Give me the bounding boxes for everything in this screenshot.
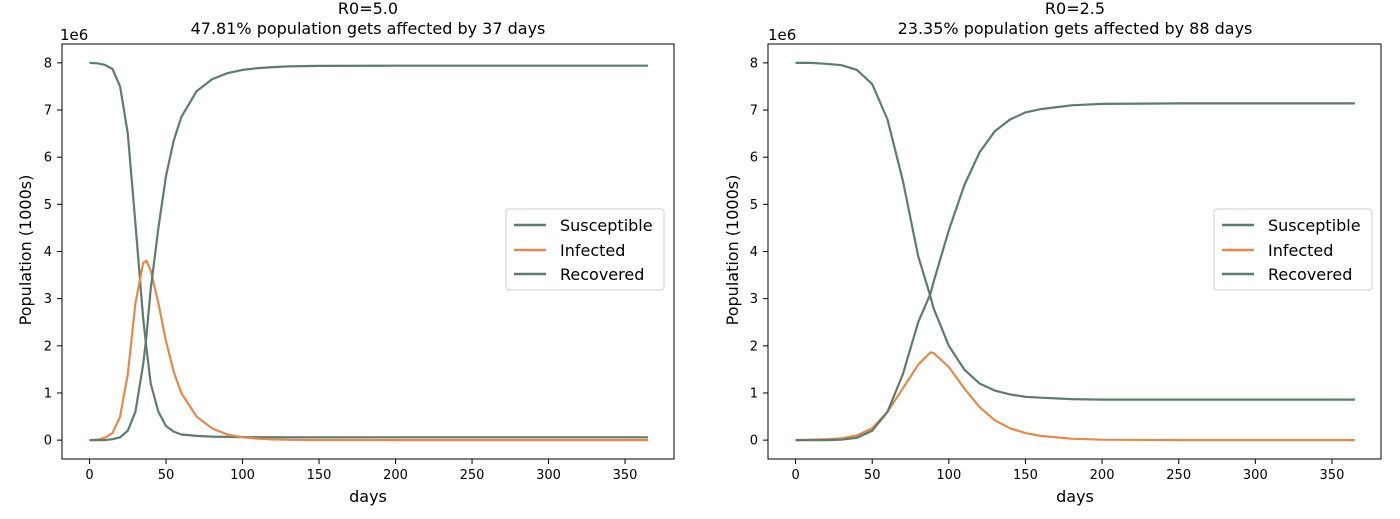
y-tick-label: 5 xyxy=(750,198,758,213)
y-tick-label: 1 xyxy=(44,386,52,401)
series-line-infected xyxy=(89,259,648,442)
tick-layer: 0 50 100 150 200 250 300 350 0 1 2 3 4 5 6 7 8 xyxy=(750,56,1345,483)
y-tick-label: 5 xyxy=(44,198,52,213)
x-tick-label: 150 xyxy=(307,468,332,483)
legend-label-infected: Infected xyxy=(560,241,625,260)
chart-title: R0=5.0 xyxy=(338,0,398,18)
y-tick-label: 3 xyxy=(44,292,52,307)
chart-subtitle: 23.35% population gets affected by 88 da… xyxy=(898,19,1253,38)
legend-label-susceptible: Susceptible xyxy=(1268,216,1361,235)
x-tick-label: 0 xyxy=(85,468,93,483)
legend-label-infected: Infected xyxy=(1268,241,1333,260)
y-offset-label: 1e6 xyxy=(60,26,88,44)
y-tick-label: 1 xyxy=(750,386,758,401)
x-tick-label: 100 xyxy=(936,468,961,483)
y-tick-label: 4 xyxy=(750,245,758,260)
y-axis-label: Population (1000s) xyxy=(723,175,742,326)
legend-box xyxy=(505,208,665,291)
x-axis-label: days xyxy=(349,487,387,506)
y-tick-label: 2 xyxy=(750,339,758,354)
legend-label-recovered: Recovered xyxy=(1268,265,1352,284)
x-tick-label: 300 xyxy=(1243,468,1268,483)
series-line-infected xyxy=(795,351,1355,442)
y-tick-label: 0 xyxy=(750,434,758,449)
x-tick-label: 350 xyxy=(613,468,638,483)
series-line-recovered xyxy=(795,102,1355,442)
y-tick-label: 8 xyxy=(750,56,758,71)
y-tick-label: 7 xyxy=(44,104,52,119)
y-tick-label: 8 xyxy=(44,56,52,71)
x-tick-label: 0 xyxy=(791,468,799,483)
y-tick-label: 7 xyxy=(750,104,758,119)
x-tick-label: 150 xyxy=(1013,468,1038,483)
x-tick-label: 250 xyxy=(460,468,485,483)
x-tick-label: 350 xyxy=(1320,468,1345,483)
series-layer xyxy=(795,61,1355,442)
y-tick-label: 0 xyxy=(44,434,52,449)
legend: Susceptible Infected Recovered xyxy=(1213,208,1373,291)
series-line-recovered xyxy=(89,64,648,442)
plot-frame xyxy=(61,43,675,460)
legend-box xyxy=(1213,208,1373,291)
x-tick-label: 300 xyxy=(536,468,561,483)
x-tick-label: 100 xyxy=(230,468,255,483)
y-offset-label: 1e6 xyxy=(768,26,796,44)
x-tick-label: 50 xyxy=(864,468,881,483)
x-tick-label: 200 xyxy=(383,468,408,483)
y-tick-label: 6 xyxy=(44,151,52,166)
y-tick-label: 4 xyxy=(44,245,52,260)
x-tick-label: 50 xyxy=(158,468,175,483)
legend-label-recovered: Recovered xyxy=(560,265,644,284)
tick-layer: 0 50 100 150 200 250 300 350 0 1 2 3 4 5 6 7 8 xyxy=(44,56,638,483)
y-tick-label: 2 xyxy=(44,339,52,354)
chart-r0-5: R0=5.0 47.81% population gets affected b… xyxy=(16,0,675,506)
x-tick-label: 250 xyxy=(1166,468,1191,483)
y-tick-label: 3 xyxy=(750,292,758,307)
chart-r0-2-5: R0=2.5 23.35% population gets affected b… xyxy=(723,0,1382,506)
plot-frame xyxy=(767,43,1382,460)
legend: Susceptible Infected Recovered xyxy=(505,208,665,291)
chart-subtitle: 47.81% population gets affected by 37 da… xyxy=(191,19,546,38)
y-axis-label: Population (1000s) xyxy=(16,175,35,326)
legend-label-susceptible: Susceptible xyxy=(560,216,653,235)
series-line-susceptible xyxy=(89,61,648,439)
y-tick-label: 6 xyxy=(750,151,758,166)
series-layer xyxy=(89,61,648,442)
x-axis-label: days xyxy=(1056,487,1094,506)
series-line-susceptible xyxy=(795,61,1355,401)
x-tick-label: 200 xyxy=(1090,468,1115,483)
chart-title: R0=2.5 xyxy=(1045,0,1105,18)
